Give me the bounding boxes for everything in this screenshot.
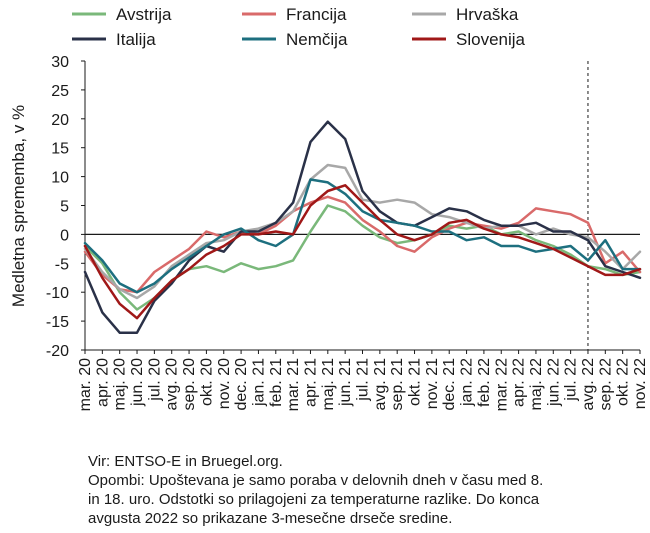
series-line-hrvaška	[83, 163, 642, 300]
y-axis-label: Medletna sprememba, v %	[9, 105, 28, 307]
legend-label: Hrvaška	[456, 5, 519, 24]
x-tick-label: okt. 20	[198, 358, 215, 406]
series-line-slovenija	[83, 184, 642, 320]
x-tick-label: jun. 21	[337, 358, 354, 407]
y-tick-label: -20	[46, 343, 69, 360]
y-tick-label: 30	[51, 54, 69, 71]
x-tick-label: jul. 20	[146, 358, 163, 402]
x-tick-label: jan. 22	[459, 358, 476, 407]
x-tick-label: nov. 20	[216, 358, 233, 409]
x-tick-label: mar. 21	[285, 358, 302, 411]
x-tick-label: nov. 22	[632, 358, 649, 409]
x-tick-label: feb. 22	[476, 358, 493, 407]
source-note: Vir: ENTSO-E in Bruegel.org.	[88, 453, 283, 470]
x-tick-label: nov. 21	[424, 358, 441, 409]
y-tick-label: 0	[60, 227, 69, 244]
y-tick-label: -10	[46, 285, 69, 302]
note-line-1: Opombi: Upoštevana je samo poraba v delo…	[88, 472, 544, 489]
note-line-3: avgusta 2022 so prikazane 3-mesečne drse…	[88, 510, 453, 527]
y-tick-label: 20	[51, 112, 69, 129]
x-tick-label: mar. 20	[77, 358, 94, 411]
x-tick-label: avg. 22	[580, 358, 597, 411]
x-tick-label: apr. 22	[511, 358, 528, 407]
x-tick-label: sep. 20	[181, 358, 198, 411]
x-tick-label: feb. 21	[268, 358, 285, 407]
y-tick-label: -5	[55, 256, 69, 273]
x-tick-label: okt. 22	[615, 358, 632, 406]
x-tick-label: apr. 20	[94, 358, 111, 407]
x-axis: mar. 20 apr. 20 maj. 20 jun. 20 jul. 20 avg. …	[77, 349, 649, 411]
x-tick-label: apr. 21	[302, 358, 319, 407]
x-tick-label: maj. 20	[112, 358, 129, 411]
x-tick-label: jun. 22	[545, 358, 562, 407]
legend-label: Italija	[116, 30, 156, 49]
x-tick-label: maj. 21	[320, 358, 337, 411]
x-tick-label: avg. 21	[372, 358, 389, 411]
x-tick-label: sep. 22	[597, 358, 614, 411]
y-tick-label: 5	[60, 199, 69, 216]
legend-label: Slovenija	[456, 30, 526, 49]
y-tick-label: 10	[51, 170, 69, 187]
legend-label: Nemčija	[286, 30, 348, 49]
x-tick-label: mar. 22	[493, 358, 510, 411]
y-tick-label: -15	[46, 314, 69, 331]
legend-label: Francija	[286, 5, 347, 24]
series-line-francija	[83, 195, 642, 294]
plot-area	[83, 61, 642, 350]
legend-label: Avstrija	[116, 5, 172, 24]
x-tick-label: jul. 22	[563, 358, 580, 402]
chart-notes: Vir: ENTSO-E in Bruegel.org. Opombi: Upo…	[88, 452, 648, 528]
y-tick-label: 15	[51, 141, 69, 158]
x-tick-label: jan. 21	[250, 358, 267, 407]
x-tick-label: maj. 22	[528, 358, 545, 411]
y-tick-label: 25	[51, 83, 69, 100]
legend: Avstrija Francija Hrvaška Italija Nemčija Slo…	[72, 5, 526, 49]
note-line-2: in 18. uro. Odstotki so prilagojeni za t…	[88, 491, 540, 508]
x-tick-label: avg. 20	[164, 358, 181, 411]
x-tick-label: sep. 21	[389, 358, 406, 411]
x-tick-label: dec. 20	[233, 358, 250, 411]
x-tick-label: dec. 21	[441, 358, 458, 411]
series-line-nemčija	[83, 178, 642, 294]
x-tick-label: jul. 21	[355, 358, 372, 402]
y-axis: 30 25 20 15 10 5 0 -5 -10 -15 -20	[46, 54, 86, 360]
line-chart: Avstrija Francija Hrvaška Italija Nemčija Slo…	[9, 5, 649, 411]
x-tick-label: okt. 21	[407, 358, 424, 406]
x-tick-label: jun. 20	[129, 358, 146, 407]
